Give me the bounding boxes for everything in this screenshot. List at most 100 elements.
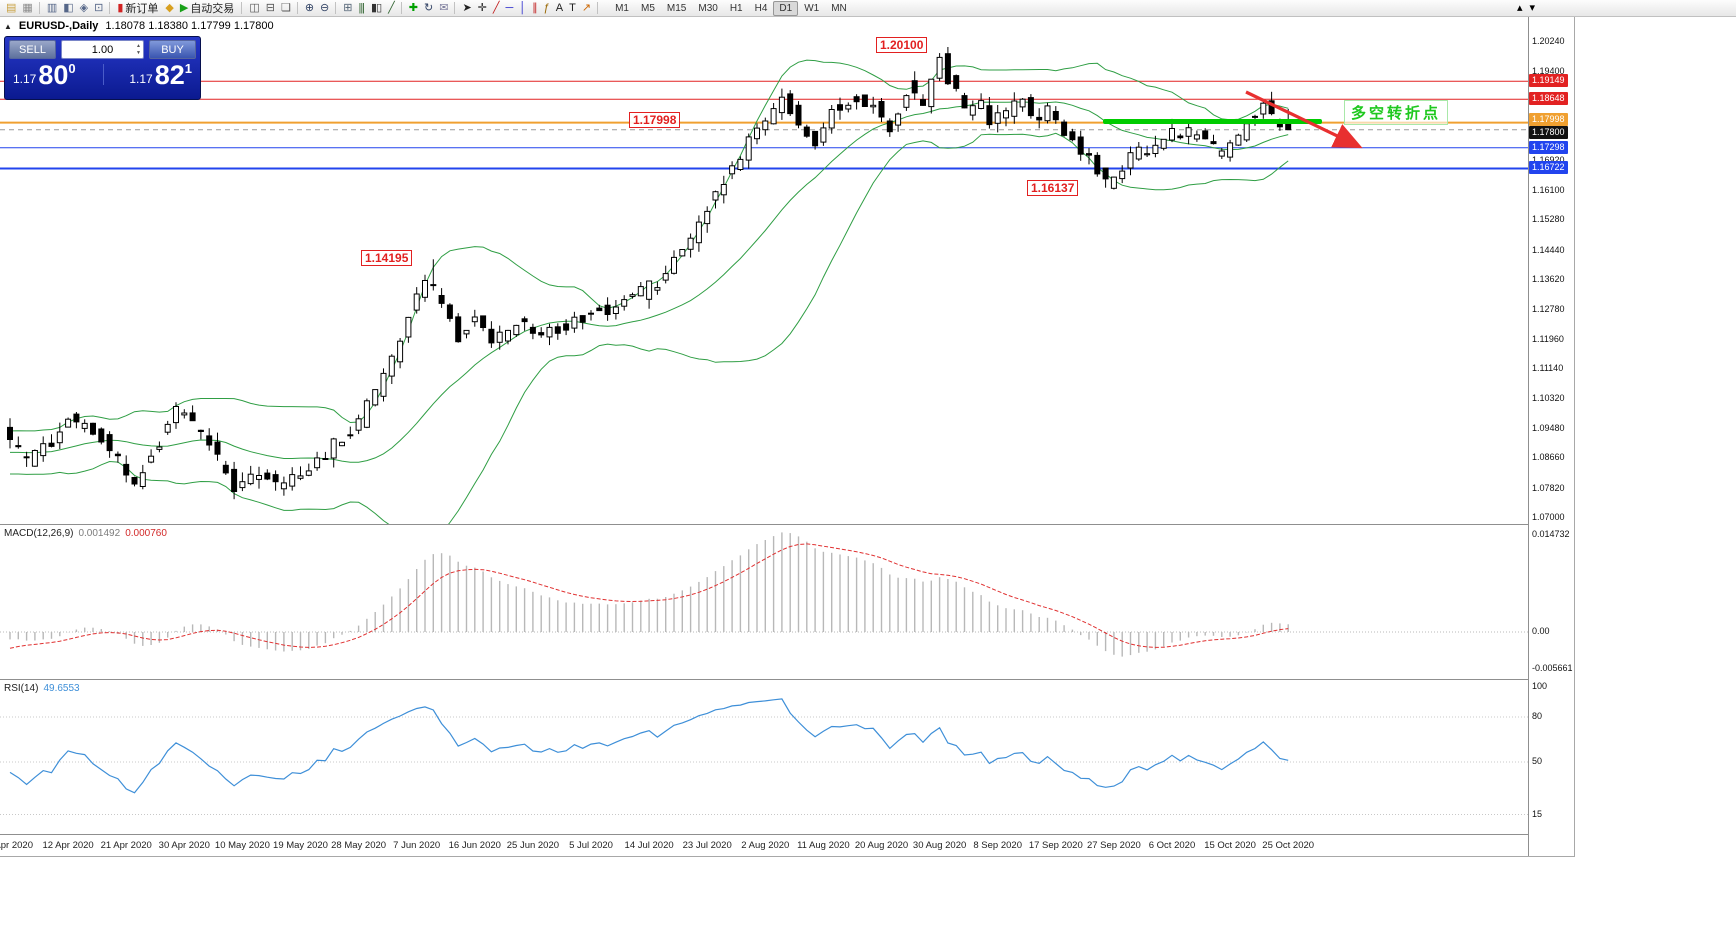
candlestick-chart-icon[interactable]: ▮▯ [368,1,384,16]
sell-price[interactable]: 1.17 80 0 [13,60,76,90]
bar-chart-icon[interactable]: ||| [355,1,367,16]
date-label: 11 Aug 2020 [797,840,850,851]
tile-windows-icon[interactable]: ◫ [246,1,261,16]
tile-windows-icon-glyph: ◫ [249,1,259,14]
period-icon[interactable]: ↻ [421,1,435,16]
tile-horizontal-icon[interactable]: ⊟ [263,1,277,16]
arrows-icon[interactable]: ↗ [579,1,593,16]
panel-separator[interactable] [0,834,1574,835]
toolbar-separator [38,2,40,14]
timeframe-button-h1[interactable]: H1 [729,2,743,14]
horizontal-line-icon[interactable]: ─ [503,1,516,16]
toolbar-scroll-up-icon[interactable]: ▴ [1514,1,1525,16]
fibonacci-icon-glyph: ƒ [543,1,550,14]
chart-title: ▲ EURUSD-,Daily 1.18078 1.18380 1.17799 … [4,20,274,32]
spinner-down-icon[interactable]: ▼ [136,50,141,56]
line-chart-icon-glyph: ╱ [388,1,395,14]
price-axis[interactable]: 1.20240 1.19400 1.16920 1.16100 1.15280 1.144… [1528,17,1574,856]
terminal-icon[interactable]: ⊡ [91,1,105,16]
crosshair-icon[interactable]: ✛ [475,1,489,16]
timeframe-button-m1[interactable]: M1 [615,2,629,14]
date-label: 27 Sep 2020 [1086,840,1141,851]
grid-icon[interactable]: ⊞ [340,1,354,16]
price-axis-label: 1.11960 [1532,333,1564,344]
one-click-controls: SELL 1.00 ▲ ▼ BUY [5,37,200,59]
main-price-chart[interactable] [0,17,1528,524]
timeframe-button-m15[interactable]: M15 [666,2,687,14]
chart-profiles-icon-glyph: ▦ [22,1,32,14]
bar-chart-icon-glyph: ||| [358,1,365,14]
toolbar-separator [454,2,456,14]
navigator-icon[interactable]: ◈ [77,1,90,16]
chart-right-border [1574,17,1575,856]
trendline-icon[interactable]: ╱ [490,1,502,16]
tile-horizontal-icon-glyph: ⊟ [265,1,275,14]
cascade-windows-icon[interactable]: ❏ [278,1,293,16]
ohlc-values: 1.18078 1.18380 1.17799 1.17800 [105,20,274,32]
add-indicator-icon-glyph: ✚ [408,1,418,14]
new-chart-icon-glyph: ▤ [6,1,16,14]
timeframe-button-mn[interactable]: MN [831,2,847,14]
data-window-icon[interactable]: ◧ [60,1,75,16]
buy-price-big: 82 [154,60,185,90]
zoom-out-icon[interactable]: ⊖ [317,1,331,16]
channel-icon[interactable]: ∥ [529,1,540,16]
price-axis-label: 1.07000 [1532,512,1565,522]
lot-size-value: 1.00 [91,43,114,56]
rsi-axis-label: 100 [1532,681,1548,691]
fibonacci-icon[interactable]: ƒ [541,1,552,16]
auto-trading-button[interactable]: ▶ 自动交易 [177,1,237,16]
timeframe-button-m5[interactable]: M5 [641,2,655,14]
cursor-icon-glyph: ➤ [462,1,471,14]
timeframe-button-w1[interactable]: W1 [804,2,820,14]
rsi-indicator-panel[interactable] [0,680,1528,834]
alerts-mail-icon-glyph: ✉ [439,1,448,14]
date-label: 17 Sep 2020 [1028,840,1083,851]
rsi-axis-label: 15 [1532,808,1543,819]
rsi-axis-label: 80 [1532,711,1543,721]
new-chart-icon[interactable]: ▤ [3,1,18,16]
text-icon[interactable]: A [553,1,565,16]
line-chart-icon[interactable]: ╱ [385,1,397,16]
timeframe-button-m30[interactable]: M30 [698,2,718,14]
rsi-axis-label: 50 [1532,756,1543,766]
toolbar-scroll-down-icon[interactable]: ▾ [1527,1,1538,16]
toolbar-separator [109,2,111,14]
label-icon[interactable]: T [566,1,578,16]
date-label: 23 Jul 2020 [682,840,732,851]
date-label: 25 Oct 2020 [1262,840,1315,851]
timeframe-button-h4[interactable]: H4 [754,2,768,14]
panel-separator[interactable] [0,679,1574,680]
macd-indicator-panel[interactable] [0,525,1528,679]
one-click-collapse-icon[interactable]: ▲ [4,21,12,31]
buy-price[interactable]: 1.17 82 1 [129,60,192,90]
timeframe-button-d1[interactable]: D1 [773,0,799,16]
timeframe-toolbar: M1 M5 M15 M30 H1 H4 D1 W1 MN [609,0,853,16]
market-watch-icon[interactable]: ▥ [44,1,59,16]
panel-separator[interactable] [0,524,1574,525]
alerts-mail-icon[interactable]: ✉ [436,1,450,16]
vertical-line-icon[interactable]: │ [516,1,528,16]
time-axis[interactable]: 1 Apr 2020 12 Apr 2020 21 Apr 2020 30 Apr 2… [0,835,1528,856]
terminal-icon-glyph: ⊡ [94,1,103,14]
spinner-up-icon[interactable]: ▲ [136,43,141,49]
toolbar-separator [597,2,599,14]
lot-spinner[interactable]: ▲ ▼ [136,43,141,57]
toolbar-separator [296,2,298,14]
buy-button[interactable]: BUY [149,40,196,59]
new-order-button[interactable]: ▮ 新订单 [114,1,161,16]
metaeditor-icon[interactable]: ◆ [162,1,175,16]
sell-button[interactable]: SELL [9,40,56,59]
cursor-icon[interactable]: ➤ [459,1,473,16]
zoom-in-icon[interactable]: ⊕ [302,1,316,16]
toolbar-right: ▴ ▾ [1514,1,1537,16]
toolbar-items: ▤ ▦ ▥ ◧ ◈ ⊡ ▮ 新订单 ◆ ▶ 自动交易 ◫ ⊟ ❏ ⊕ ⊖ ⊞ ||| ▮▯ ╱ ✚ ↻ ✉ ➤ ✛ ╱ ─ │ ∥ ƒ A T… [3,1,601,16]
add-indicator-icon[interactable]: ✚ [406,1,420,16]
price-axis-label: 1.10320 [1532,392,1565,403]
new-order-button-label: 新订单 [125,3,159,15]
lot-size-field[interactable]: 1.00 ▲ ▼ [61,40,144,59]
chart-profiles-icon[interactable]: ▦ [19,1,34,16]
metaeditor-icon-glyph: ◆ [165,1,174,14]
text-icon-glyph: A [555,1,563,14]
